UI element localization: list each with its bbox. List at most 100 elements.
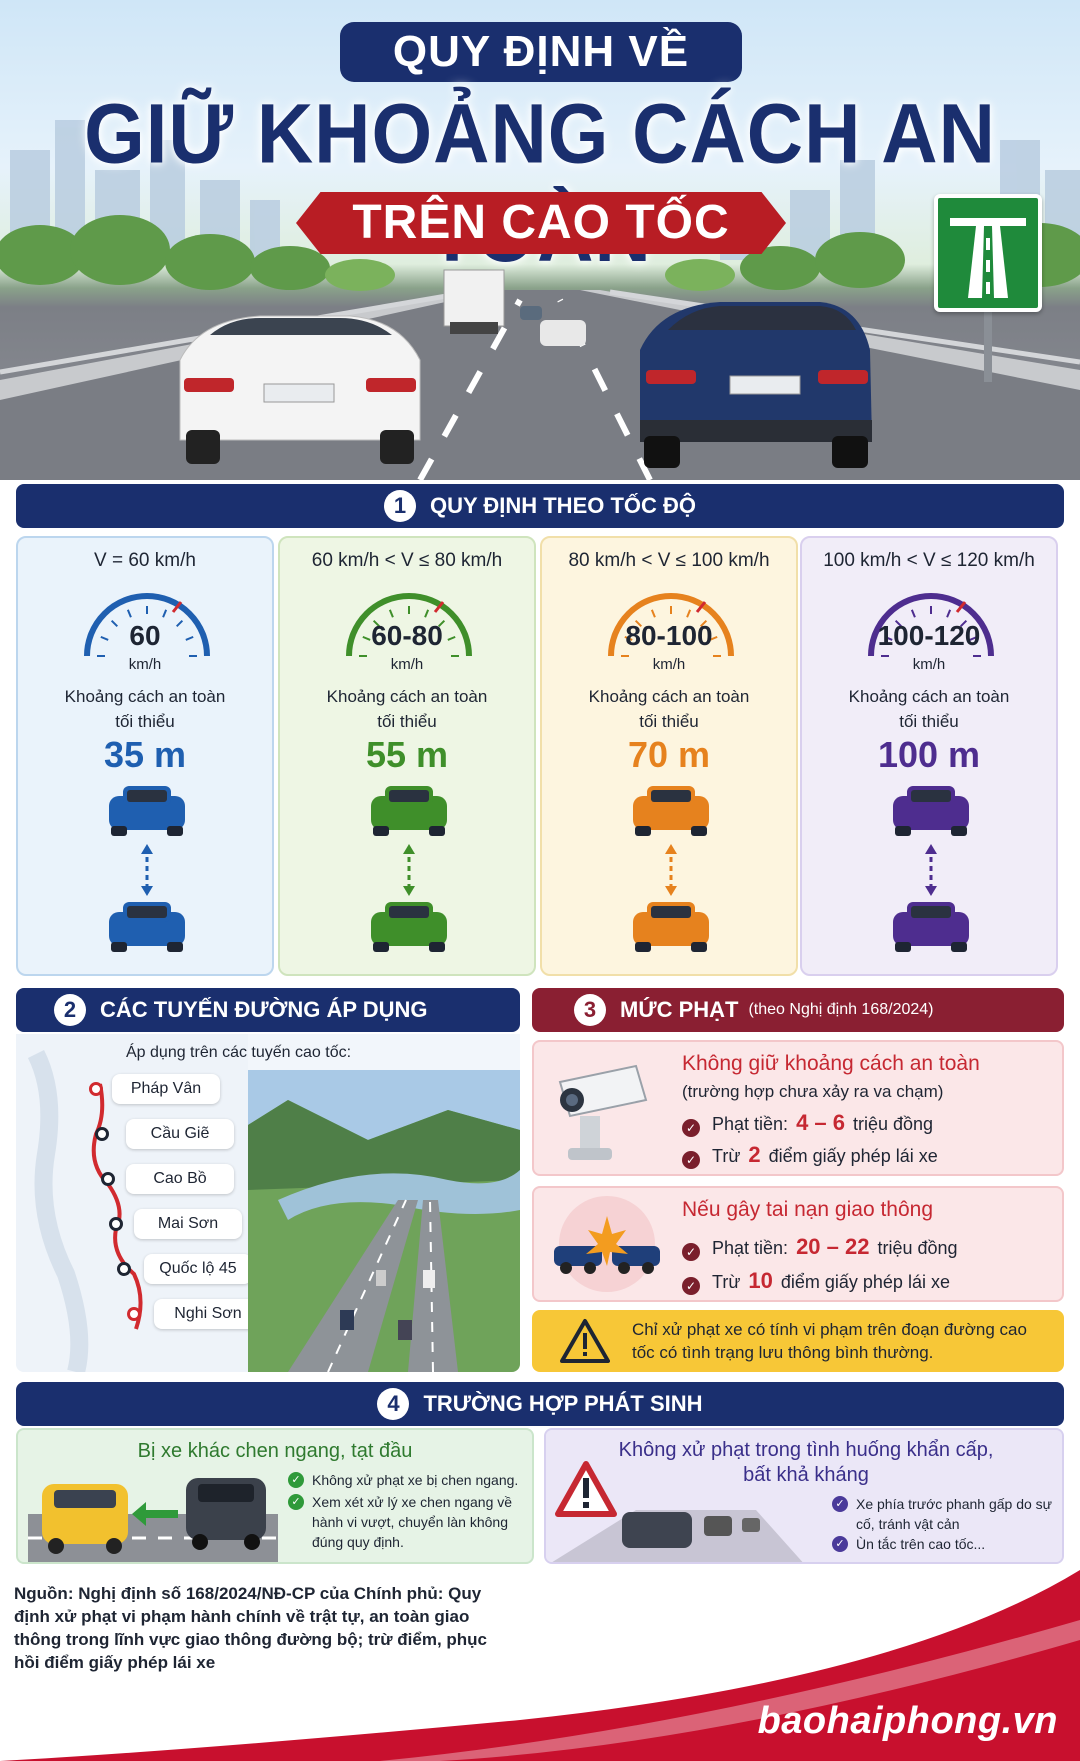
gauge-value: 60 — [129, 620, 161, 651]
speedometer-icon — [84, 593, 210, 657]
distance-label: Khoảng cách an toàn tối thiểu — [812, 684, 1046, 734]
section1-number: 1 — [383, 490, 416, 522]
speedometer-icon — [868, 593, 994, 657]
cut-in-item: ✓ Không xử phạt xe bị chen ngang. — [288, 1470, 524, 1490]
distance-label-line1: Khoảng cách an toàn — [64, 687, 226, 706]
distance-label-line2: tối thiểu — [639, 712, 699, 731]
title-top: QUY ĐỊNH VỀ — [340, 22, 742, 82]
section1-title: QUY ĐỊNH THEO TỐC ĐỘ — [429, 493, 697, 518]
section2-body: Áp dụng trên các tuyến cao tốc: Pháp Vân… — [16, 1034, 520, 1372]
case1-fine-unit: triệu đồng — [853, 1114, 934, 1134]
case1-fine-label: Phạt tiền: — [712, 1114, 789, 1134]
route-dot-icon — [117, 1262, 131, 1276]
section4-title: TRƯỜNG HỢP PHÁT SINH — [423, 1391, 703, 1416]
case1-point-value: 2 — [748, 1142, 761, 1167]
distance-label-line2: tối thiểu — [115, 712, 175, 731]
cut-in-item: ✓ Xem xét xử lý xe chen ngang về hành vi … — [288, 1492, 524, 1552]
car-pair-icon — [109, 786, 185, 952]
distance-label: Khoảng cách an toàn tối thiểu — [552, 684, 786, 734]
camera-icon — [558, 1064, 648, 1160]
case1-fine-value: 4 – 6 — [796, 1110, 845, 1135]
case2-point-unit: điểm giấy phép lái xe — [780, 1272, 950, 1292]
white-car — [179, 315, 421, 464]
section3-header: 3 MỨC PHẠT (theo Nghị định 168/2024) — [532, 988, 1064, 1032]
distance-label-line1: Khoảng cách an toàn — [326, 687, 488, 706]
section4-header: 4 TRƯỜNG HỢP PHÁT SINH — [16, 1382, 1064, 1426]
safe-distance-value: 55 m — [365, 734, 449, 775]
speed-range: 60 km/h < V ≤ 80 km/h — [311, 550, 503, 571]
safe-distance-value: 100 m — [877, 734, 981, 775]
section2-header: 2 CÁC TUYẾN ĐƯỜNG ÁP DỤNG — [16, 988, 520, 1032]
title-red-banner: TRÊN CAO TỐC — [296, 192, 786, 254]
case2-fine-label: Phạt tiền: — [712, 1238, 789, 1258]
crash-icon — [554, 1196, 660, 1292]
case1-fine: ✓ Phạt tiền: 4 – 6 triệu đồng — [682, 1110, 934, 1137]
sign-post — [984, 312, 992, 382]
section1-header: 1 QUY ĐỊNH THEO TỐC ĐỘ — [16, 484, 1064, 528]
case1-point-label: Trừ — [712, 1146, 741, 1166]
route-stop: Nghi Sơn — [154, 1299, 262, 1329]
case2-points: ✓ Trừ 10 điểm giấy phép lái xe — [682, 1268, 950, 1295]
check-icon: ✓ — [682, 1277, 700, 1295]
check-icon: ✓ — [682, 1151, 700, 1169]
section3-title-note: (theo Nghị định 168/2024) — [748, 1001, 934, 1018]
emergency-item: ✓ Ùn tắc trên cao tốc... — [832, 1534, 1056, 1554]
speedometer-icon — [346, 593, 472, 657]
gauge-unit: km/h — [390, 656, 424, 673]
speed-range: 100 km/h < V ≤ 120 km/h — [823, 550, 1035, 571]
case1-point-unit: điểm giấy phép lái xe — [768, 1146, 938, 1166]
highway-valley-photo — [248, 1070, 520, 1372]
footer-swoosh — [0, 1570, 1080, 1761]
distance-label-line1: Khoảng cách an toàn — [848, 687, 1010, 706]
gauge-unit: km/h — [912, 656, 946, 673]
map-pin-icon — [127, 1307, 141, 1321]
distance-label-line2: tối thiểu — [377, 712, 437, 731]
route-stop: Cao Bồ — [126, 1164, 234, 1194]
brand-logo[interactable]: baohaiphong.vn — [757, 1700, 1058, 1742]
case1-title: Không giữ khoảng cách an toàn — [682, 1052, 980, 1075]
blue-suv — [640, 302, 872, 468]
route-stop: Pháp Vân — [112, 1074, 220, 1104]
case1-note: (trường hợp chưa xảy ra va chạm) — [682, 1082, 944, 1101]
emergency-item-text: Ùn tắc trên cao tốc... — [856, 1536, 986, 1552]
case2-title: Nếu gây tai nạn giao thông — [682, 1198, 934, 1221]
route-stop: Cầu Giẽ — [126, 1119, 234, 1149]
car-pair-icon — [371, 786, 447, 952]
gauge-value: 80-100 — [625, 620, 713, 651]
highway-sign-icon — [934, 194, 1042, 312]
emergency-item-text: Xe phía trước phanh gấp do sự cố, tránh … — [856, 1496, 1053, 1532]
section3-title: MỨC PHẠT — [620, 997, 739, 1022]
check-icon: ✓ — [682, 1243, 700, 1261]
car-pair-icon — [893, 786, 969, 952]
cut-in-illustration — [28, 1478, 278, 1562]
check-icon: ✓ — [288, 1472, 304, 1488]
section3-number: 3 — [574, 994, 606, 1026]
distance-label-line1: Khoảng cách an toàn — [588, 687, 750, 706]
case1-points: ✓ Trừ 2 điểm giấy phép lái xe — [682, 1142, 938, 1169]
speed-card: 80 km/h < V ≤ 100 km/h 80-100 km/h Khoảng c… — [540, 536, 798, 976]
section2-subtitle: Áp dụng trên các tuyến cao tốc: — [126, 1044, 352, 1061]
case2-fine: ✓ Phạt tiền: 20 – 22 triệu đồng — [682, 1234, 958, 1261]
case2-fine-value: 20 – 22 — [796, 1234, 870, 1259]
case-emergency: Không xử phạt trong tình huống khẩn cấp,… — [544, 1428, 1064, 1564]
speed-range: V = 60 km/h — [94, 550, 196, 571]
section2-number: 2 — [54, 994, 86, 1026]
safe-distance-value: 70 m — [627, 734, 711, 775]
case2-point-label: Trừ — [712, 1272, 741, 1292]
section2-title: CÁC TUYẾN ĐƯỜNG ÁP DỤNG — [100, 997, 428, 1022]
speed-range: 80 km/h < V ≤ 100 km/h — [568, 550, 770, 571]
route-dot-icon — [101, 1172, 115, 1186]
route-dot-icon — [95, 1127, 109, 1141]
emergency-road-photo — [546, 1430, 1062, 1562]
gauge-value: 60-80 — [371, 620, 443, 651]
distance-label: Khoảng cách an toàn tối thiểu — [290, 684, 524, 734]
source-note: Nguồn: Nghị định số 168/2024/NĐ-CP của C… — [14, 1584, 488, 1672]
check-icon: ✓ — [682, 1119, 700, 1137]
cut-in-title: Bị xe khác chen ngang, tạt đầu — [137, 1440, 413, 1462]
speed-card: 60 km/h < V ≤ 80 km/h 60-80 km/h Khoảng các… — [278, 536, 536, 976]
check-icon: ✓ — [832, 1496, 848, 1512]
route-dot-icon — [109, 1217, 123, 1231]
gauge-unit: km/h — [652, 656, 686, 673]
check-icon: ✓ — [288, 1494, 304, 1510]
route-stop: Quốc lộ 45 — [144, 1254, 252, 1284]
